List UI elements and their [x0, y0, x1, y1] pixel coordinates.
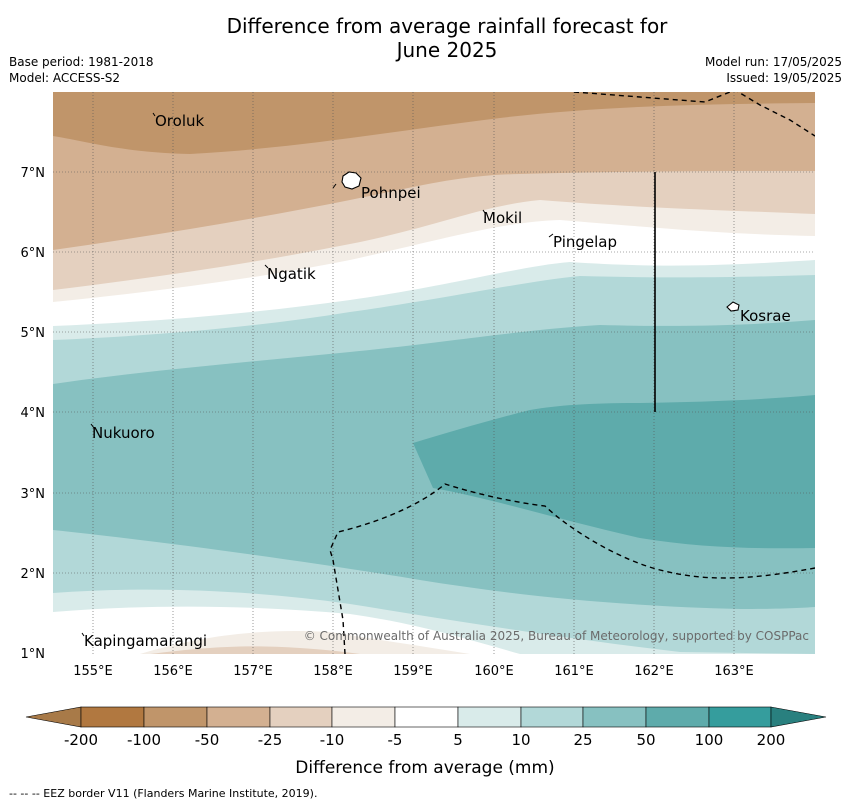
lon-label-161: 161°E [554, 664, 594, 679]
base-period: Base period: 1981-2018 [9, 55, 154, 69]
eez-border-south [329, 483, 815, 654]
legend-swatch-8 [520, 706, 584, 728]
legend-swatch-10 [645, 706, 710, 728]
band-minus-25-south [150, 646, 360, 654]
legend-swatch-4 [269, 706, 333, 728]
legend-tick-0: -200 [64, 731, 98, 749]
lon-label-156: 156°E [153, 664, 193, 679]
lon-label-160: 160°E [474, 664, 514, 679]
lat-label-2: 2°N [21, 567, 46, 582]
label-pingelap: Pingelap [553, 233, 617, 251]
legend-swatch-3 [206, 706, 271, 728]
band-neutral-south [53, 606, 520, 654]
legend-tick-3: -25 [258, 731, 283, 749]
islands [341, 171, 740, 312]
map-title: Difference from average rainfall forecas… [0, 14, 850, 62]
legend-tick-7: 10 [511, 731, 530, 749]
graticule [53, 92, 815, 654]
lat-label-7: 7°N [21, 166, 46, 181]
legend-tick-1: -100 [127, 731, 161, 749]
legend-ticks: -200 -100 -50 -25 -10 -5 5 10 25 50 100 … [64, 731, 785, 749]
label-mokil: Mokil [483, 209, 522, 227]
kosrae-island-shape [726, 301, 740, 312]
eez-footnote: -- -- -- EEZ border V11 (Flanders Marine… [9, 787, 317, 800]
legend-swatch-1 [80, 706, 145, 728]
model-run: Model run: 17/05/2025 [704, 55, 842, 69]
pohnpei-island-shape [341, 171, 362, 190]
lon-label-163: 163°E [714, 664, 754, 679]
legend-tick-11: 200 [757, 731, 786, 749]
legend-tick-8: 25 [573, 731, 592, 749]
longitude-labels: 155°E 156°E 157°E 158°E 159°E 160°E 161°… [73, 664, 754, 679]
legend-tick-9: 50 [636, 731, 655, 749]
tick-kapingamarangi [81, 632, 85, 637]
legend-tick-5: -5 [388, 731, 403, 749]
issued-date: Issued: 19/05/2025 [726, 71, 842, 85]
colour-legend [25, 706, 827, 728]
legend-swatch-9 [582, 706, 647, 728]
label-oroluk: Oroluk [155, 112, 204, 130]
legend-extend-high [770, 706, 827, 728]
legend-extend-low [25, 706, 82, 728]
label-kapingamarangi: Kapingamarangi [84, 632, 207, 650]
info-right: Model run: 17/05/2025 Issued: 19/05/2025 [705, 54, 842, 86]
contour-fields [53, 92, 815, 654]
lat-label-4: 4°N [21, 406, 46, 421]
title-line-2: June 2025 [396, 38, 498, 62]
atoll-ticks [81, 112, 554, 637]
tick-pingelap [548, 233, 554, 238]
lat-label-1: 1°N [21, 647, 46, 662]
band-plus-50 [413, 395, 815, 549]
copyright-notice: © Commonwealth of Australia 2025, Bureau… [304, 629, 809, 643]
lat-label-6: 6°N [21, 246, 46, 261]
model-name: Model: ACCESS-S2 [9, 71, 121, 85]
lon-label-155: 155°E [73, 664, 113, 679]
legend-tick-4: -10 [320, 731, 345, 749]
legend-swatch-5 [331, 706, 396, 728]
legend-swatch-11 [708, 706, 772, 728]
tick-pohnpei-west [332, 183, 337, 189]
legend-swatch-6 [394, 706, 459, 728]
place-labels: Oroluk Pohnpei Mokil Pingelap Ngatik Kos… [84, 112, 791, 650]
legend-title: Difference from average (mm) [295, 758, 554, 778]
info-left: Base period: 1981-2018 Model: ACCESS-S2 [9, 54, 154, 86]
label-ngatik: Ngatik [267, 265, 316, 283]
lat-label-3: 3°N [21, 487, 46, 502]
label-kosrae: Kosrae [740, 307, 791, 325]
label-pohnpei: Pohnpei [361, 184, 421, 202]
lon-label-158: 158°E [313, 664, 353, 679]
tick-oroluk [152, 112, 156, 117]
legend-tick-2: -50 [195, 731, 220, 749]
lon-label-157: 157°E [233, 664, 273, 679]
legend-tick-10: 100 [695, 731, 724, 749]
tick-nukuoro [90, 423, 95, 429]
lon-label-162: 162°E [634, 664, 674, 679]
legend-swatch-7 [457, 706, 522, 728]
tick-ngatik [264, 264, 269, 269]
tick-mokil [482, 209, 486, 214]
eez-border-north [573, 92, 815, 137]
lat-label-5: 5°N [21, 326, 46, 341]
eez-borders [329, 92, 815, 654]
latitude-labels: 7°N 6°N 5°N 4°N 3°N 2°N 1°N [21, 166, 46, 662]
lon-label-159: 159°E [393, 664, 433, 679]
legend-swatch-2 [143, 706, 208, 728]
title-line-1: Difference from average rainfall forecas… [226, 14, 668, 38]
legend-tick-6: 5 [453, 731, 463, 749]
label-nukuoro: Nukuoro [92, 424, 155, 442]
